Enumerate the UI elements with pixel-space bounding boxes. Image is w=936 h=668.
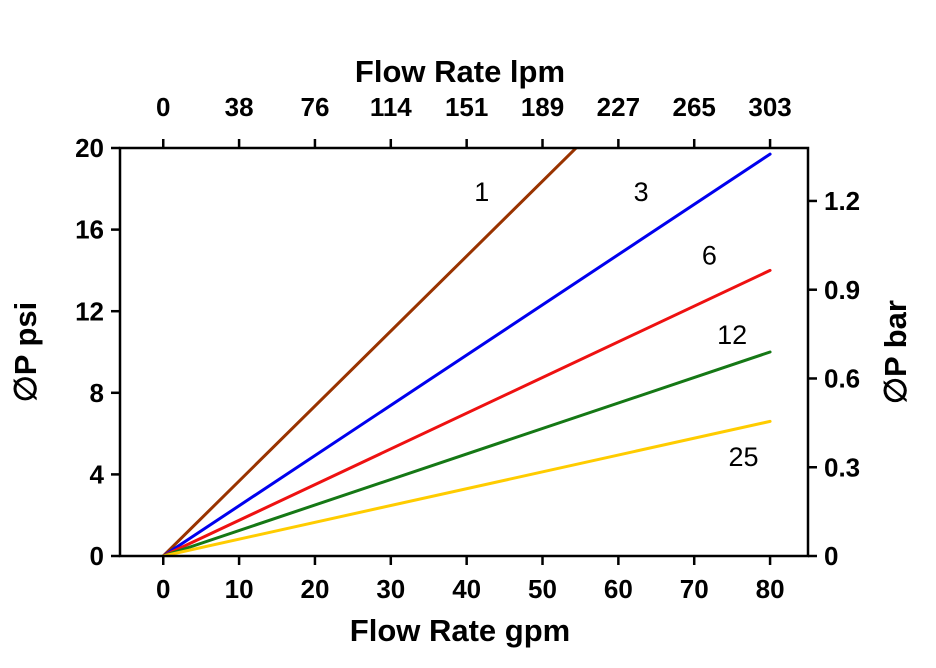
series-label-6: 6 bbox=[702, 240, 717, 270]
y-tick-label-psi: 8 bbox=[90, 378, 104, 408]
x-tick-label-lpm: 265 bbox=[673, 92, 716, 122]
y-tick-label-psi: 12 bbox=[75, 296, 104, 326]
x-tick-label-gpm: 0 bbox=[156, 574, 170, 604]
x-tick-label-lpm: 38 bbox=[225, 92, 254, 122]
x-tick-label-gpm: 30 bbox=[376, 574, 405, 604]
x-tick-label-lpm: 76 bbox=[300, 92, 329, 122]
series-line-12 bbox=[161, 350, 772, 556]
y-tick-label-bar: 0.9 bbox=[824, 275, 860, 305]
y-tick-label-bar: 0.6 bbox=[824, 364, 860, 394]
plot-border bbox=[118, 146, 810, 558]
series-line-1 bbox=[161, 148, 579, 556]
y-tick-label-psi: 0 bbox=[90, 541, 104, 571]
x-tick-label-gpm: 80 bbox=[756, 574, 785, 604]
axis-ticks bbox=[111, 139, 817, 565]
series-label-12: 12 bbox=[717, 320, 747, 350]
x-tick-label-lpm: 227 bbox=[597, 92, 640, 122]
bottom-axis-title: Flow Rate gpm bbox=[350, 613, 570, 648]
x-tick-label-gpm: 50 bbox=[528, 574, 557, 604]
tick-labels: 0010382076301144015150189602277026580303… bbox=[75, 92, 860, 604]
right-axis-title: ∅P bar bbox=[878, 300, 913, 404]
series-line-25 bbox=[161, 419, 772, 556]
y-tick-label-bar: 0 bbox=[824, 541, 838, 571]
top-axis-title: Flow Rate lpm bbox=[355, 54, 565, 89]
y-tick-label-psi: 4 bbox=[90, 460, 105, 490]
series-label-1: 1 bbox=[474, 177, 489, 207]
x-tick-label-gpm: 40 bbox=[452, 574, 481, 604]
x-tick-label-gpm: 10 bbox=[225, 574, 254, 604]
x-tick-label-gpm: 20 bbox=[300, 574, 329, 604]
x-tick-label-gpm: 70 bbox=[680, 574, 709, 604]
left-axis-title: ∅P psi bbox=[8, 302, 43, 403]
x-tick-label-lpm: 303 bbox=[748, 92, 791, 122]
y-tick-label-bar: 1.2 bbox=[824, 186, 860, 216]
y-tick-label-psi: 20 bbox=[75, 133, 104, 163]
y-tick-label-psi: 16 bbox=[75, 215, 104, 245]
line-labels: 1 3 6 12 25 bbox=[474, 177, 758, 472]
series-line-3 bbox=[161, 152, 772, 556]
x-tick-label-lpm: 114 bbox=[370, 92, 412, 122]
x-tick-label-lpm: 0 bbox=[156, 92, 170, 122]
x-tick-label-lpm: 189 bbox=[521, 92, 564, 122]
series-lines bbox=[161, 148, 772, 556]
series-label-3: 3 bbox=[634, 177, 649, 207]
x-tick-label-gpm: 60 bbox=[604, 574, 633, 604]
series-label-25: 25 bbox=[729, 442, 759, 472]
x-tick-label-lpm: 151 bbox=[445, 92, 488, 122]
series-line-6 bbox=[161, 268, 772, 556]
y-tick-label-bar: 0.3 bbox=[824, 452, 860, 482]
